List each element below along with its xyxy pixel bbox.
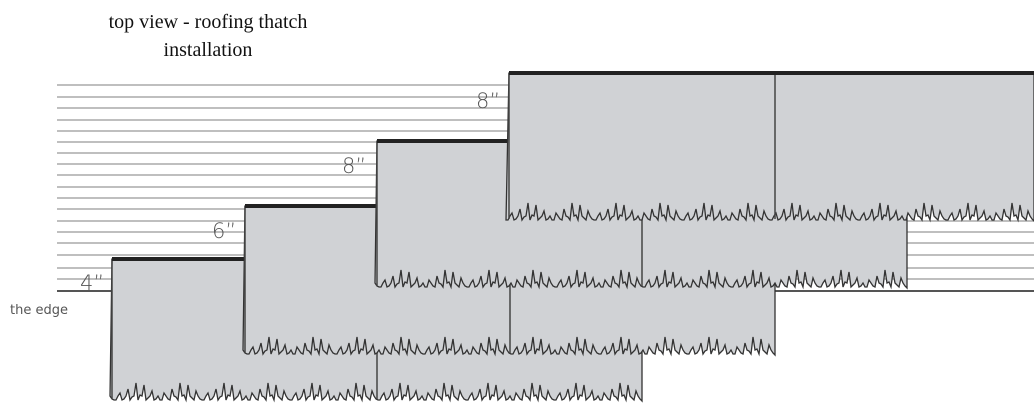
title-line: installation [164,39,253,61]
course-label: 6” [212,219,236,243]
thatch-panels [109,71,1034,403]
title-line: top view - roofing thatch [109,11,308,33]
course-label: 4” [80,271,104,295]
thatch-panel [505,72,1034,223]
course-label: 8” [476,89,500,113]
course-label: 8” [342,154,366,178]
edge-label: the edge [10,303,68,318]
